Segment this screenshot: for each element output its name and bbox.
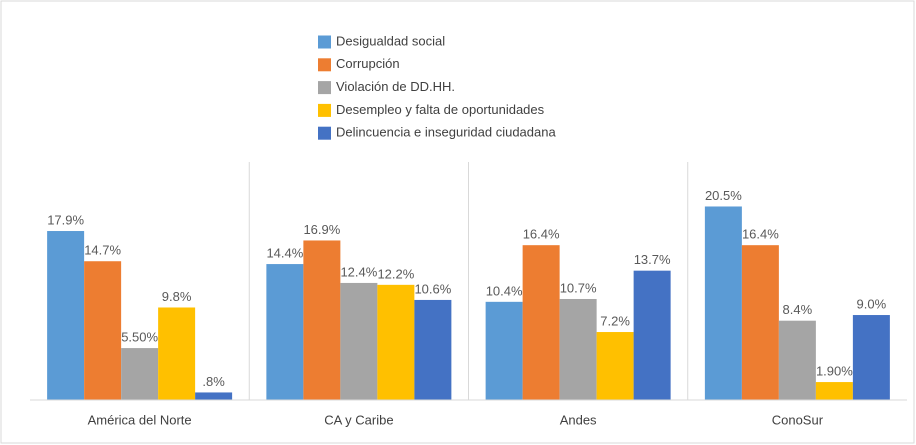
data-label: 14.4% <box>266 246 303 261</box>
bar <box>303 240 341 400</box>
bar <box>377 284 415 400</box>
x-tick-label: ConoSur <box>772 412 824 427</box>
data-label: 12.2% <box>377 266 414 281</box>
legend-label: Delincuencia e inseguridad ciudadana <box>336 125 556 140</box>
bar <box>485 301 523 400</box>
legend-label: Violación de DD.HH. <box>336 79 455 94</box>
bar <box>633 270 671 400</box>
legend-label: Desigualdad social <box>336 33 445 48</box>
bar <box>195 392 233 400</box>
bar <box>741 245 779 400</box>
bar <box>414 299 452 400</box>
data-label: 17.9% <box>47 212 84 227</box>
data-label: 9.0% <box>857 296 887 311</box>
x-tick-label: CA y Caribe <box>324 412 393 427</box>
bar <box>522 245 560 400</box>
data-label: 10.7% <box>560 280 597 295</box>
data-label: 14.7% <box>84 243 121 258</box>
bar <box>596 332 634 400</box>
bar <box>158 307 196 400</box>
legend-swatch <box>318 81 331 95</box>
x-tick-label: América del Norte <box>88 412 192 427</box>
legend-swatch <box>318 103 331 117</box>
bar <box>559 298 597 400</box>
legend-label: Corrupción <box>336 56 400 71</box>
bar <box>47 231 85 400</box>
data-label: 10.6% <box>414 281 451 296</box>
data-label: 20.5% <box>705 188 742 203</box>
bar <box>704 206 742 400</box>
data-label: 5.50% <box>121 330 158 345</box>
legend-swatch <box>318 58 331 72</box>
data-label: 16.9% <box>303 222 340 237</box>
data-label: 1.90% <box>816 364 853 379</box>
data-label: 9.8% <box>162 289 192 304</box>
data-label: 16.4% <box>523 227 560 242</box>
legend-label: Desempleo y falta de oportunidades <box>336 102 545 117</box>
bar <box>815 382 853 400</box>
data-label: 7.2% <box>600 313 630 328</box>
bar <box>121 348 159 400</box>
data-label: .8% <box>202 374 225 389</box>
legend-swatch <box>318 126 331 140</box>
data-label: 10.4% <box>486 283 523 298</box>
legend-swatch <box>318 35 331 49</box>
bar <box>778 320 816 400</box>
bar <box>84 261 122 400</box>
bar <box>852 315 890 400</box>
data-label: 16.4% <box>742 227 779 242</box>
bar <box>340 282 378 400</box>
data-label: 8.4% <box>783 302 813 317</box>
data-label: 13.7% <box>634 252 671 267</box>
data-label: 12.4% <box>340 264 377 279</box>
x-tick-label: Andes <box>560 412 597 427</box>
bar <box>266 264 304 400</box>
